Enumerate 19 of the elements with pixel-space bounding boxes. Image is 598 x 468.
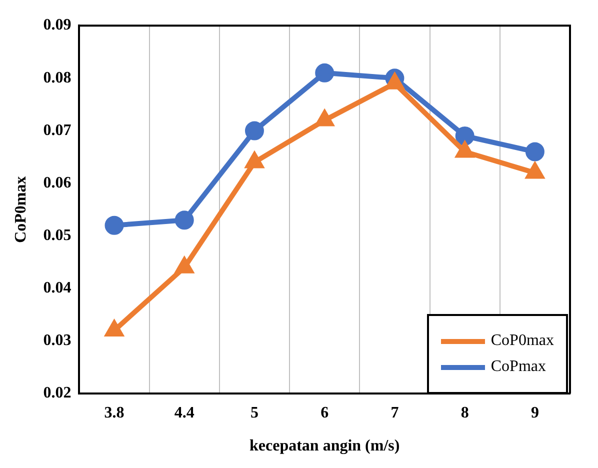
y-tick-label: 0.08 bbox=[43, 69, 72, 86]
x-tick-label: 7 bbox=[390, 404, 399, 422]
y-tick-label: 0.06 bbox=[43, 174, 72, 192]
y-tick-label: 0.07 bbox=[43, 122, 72, 139]
x-tick-label: 9 bbox=[530, 404, 539, 422]
x-tick-label: 3.8 bbox=[104, 404, 124, 422]
y-tick-label: 0.09 bbox=[43, 16, 72, 34]
x-tick-label: 5 bbox=[250, 404, 258, 422]
y-tick-label: 0.04 bbox=[43, 280, 72, 297]
x-tick-label: 8 bbox=[460, 404, 469, 422]
legend-label: CoP0max bbox=[490, 332, 554, 350]
x-tick-label: 6 bbox=[320, 404, 329, 422]
y-tick-label: 0.05 bbox=[43, 227, 72, 244]
x-axis-title: kecepatan angin (m/s) bbox=[249, 438, 400, 455]
y-tick-label: 0.03 bbox=[43, 332, 72, 350]
y-tick-label: 0.02 bbox=[43, 384, 72, 402]
legend-label: CoPmax bbox=[490, 358, 546, 376]
x-tick-label: 4.4 bbox=[174, 404, 194, 422]
y-axis-title: CoP0max bbox=[12, 176, 30, 243]
